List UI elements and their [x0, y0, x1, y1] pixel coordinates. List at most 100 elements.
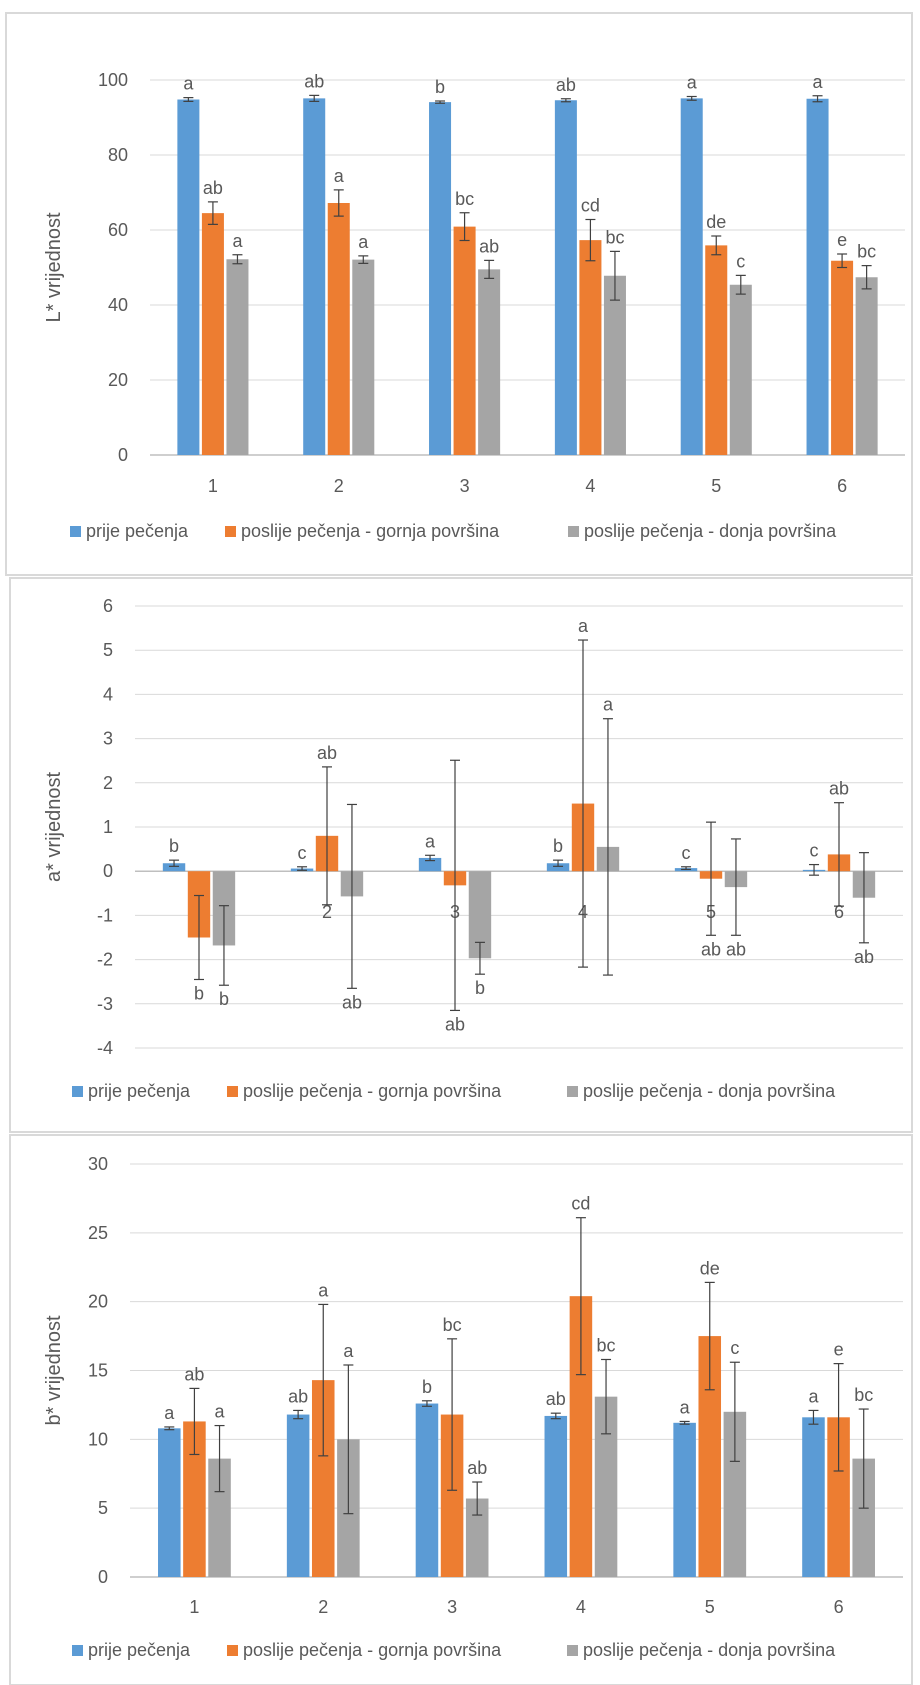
y-tick-label: 0	[103, 861, 113, 881]
legend-swatch	[72, 1645, 83, 1656]
data-label: bc	[455, 189, 474, 209]
data-label: a	[603, 695, 614, 715]
y-tick-label: 4	[103, 684, 113, 704]
bar	[327, 203, 350, 455]
data-label: ab	[184, 1364, 204, 1384]
legend-entry: poslije pečenja - gornja površina	[243, 1640, 502, 1660]
y-tick-label: -1	[97, 905, 113, 925]
data-label: bc	[605, 227, 624, 247]
data-label: bc	[443, 1315, 462, 1335]
y-tick-label: -2	[97, 950, 113, 970]
data-label: bc	[854, 1385, 873, 1405]
data-label: a	[425, 831, 436, 851]
legend-entry: poslije pečenja - donja površina	[583, 1640, 836, 1660]
legend-entry: poslije pečenja - gornja površina	[241, 521, 500, 541]
data-label: de	[700, 1258, 720, 1278]
legend-swatch	[72, 1086, 83, 1097]
legend-swatch	[568, 526, 579, 537]
x-tick-label: 6	[834, 1597, 844, 1617]
y-tick-label: 3	[103, 729, 113, 749]
bar	[603, 275, 626, 455]
x-tick-label: 6	[834, 902, 844, 922]
legend-swatch	[225, 526, 236, 537]
y-tick-label: 30	[88, 1154, 108, 1174]
x-tick-label: 2	[334, 476, 344, 496]
data-label: de	[706, 212, 726, 232]
y-tick-label: 0	[118, 445, 128, 465]
legend-swatch	[70, 526, 81, 537]
bar	[162, 863, 186, 872]
data-label: cd	[571, 1194, 590, 1214]
y-tick-label: 20	[88, 1292, 108, 1312]
data-label: a	[164, 1403, 175, 1423]
data-label: ab	[546, 1389, 566, 1409]
bar	[569, 1296, 593, 1577]
data-label: c	[682, 843, 691, 863]
data-label: bc	[857, 242, 876, 262]
legend-entry: prije pečenja	[86, 521, 189, 541]
bar	[852, 1458, 875, 1577]
data-label: b	[219, 989, 229, 1009]
y-tick-label: 80	[108, 145, 128, 165]
data-label: ab	[556, 75, 576, 95]
data-label: ab	[701, 939, 721, 959]
data-label: a	[808, 1386, 819, 1406]
bar	[594, 1396, 618, 1577]
legend-swatch	[227, 1645, 238, 1656]
y-tick-label: 5	[103, 640, 113, 660]
data-label: e	[837, 230, 847, 250]
y-tick-label: 25	[88, 1223, 108, 1243]
x-tick-label: 5	[711, 476, 721, 496]
bar	[673, 1422, 696, 1577]
bar	[177, 99, 200, 455]
chart-frame	[9, 577, 913, 1133]
bar	[802, 1417, 825, 1577]
data-label: ab	[342, 992, 362, 1012]
y-tick-label: 60	[108, 220, 128, 240]
data-label: a	[358, 232, 369, 252]
bar	[158, 1428, 181, 1577]
bar	[698, 1336, 722, 1577]
x-tick-label: 1	[189, 1597, 199, 1617]
bar	[554, 100, 577, 455]
x-tick-label: 5	[705, 1597, 715, 1617]
bar	[226, 259, 249, 455]
bar	[208, 1458, 231, 1577]
bar	[827, 1417, 850, 1577]
chart-frame	[9, 1134, 913, 1685]
legend-entry: poslije pečenja - donja površina	[583, 1081, 836, 1101]
x-tick-label: 4	[576, 1597, 586, 1617]
data-label: b	[475, 978, 485, 998]
bar	[468, 871, 492, 959]
y-tick-label: 2	[103, 773, 113, 793]
y-axis-label: a* vrijednost	[43, 772, 65, 883]
data-label: b	[435, 77, 445, 97]
data-label: ab	[445, 1014, 465, 1034]
data-label: ab	[317, 743, 337, 763]
bar	[418, 857, 442, 872]
data-label: a	[813, 72, 824, 92]
bar	[465, 1498, 489, 1577]
data-label: c	[730, 1338, 739, 1358]
data-label: ab	[467, 1458, 487, 1478]
bar	[831, 260, 854, 455]
data-label: a	[334, 166, 345, 186]
data-label: e	[834, 1340, 844, 1360]
data-label: ab	[288, 1386, 308, 1406]
data-label: a	[183, 74, 194, 94]
data-label: a	[343, 1341, 354, 1361]
data-label: b	[422, 1377, 432, 1397]
bar	[729, 284, 752, 455]
data-label: ab	[304, 71, 324, 91]
y-tick-label: 20	[108, 370, 128, 390]
data-label: ab	[854, 947, 874, 967]
y-tick-label: 10	[88, 1429, 108, 1449]
data-label: a	[578, 616, 589, 636]
legend-swatch	[567, 1086, 578, 1097]
data-label: a	[687, 73, 698, 93]
bar	[478, 269, 501, 455]
x-tick-label: 4	[585, 476, 595, 496]
